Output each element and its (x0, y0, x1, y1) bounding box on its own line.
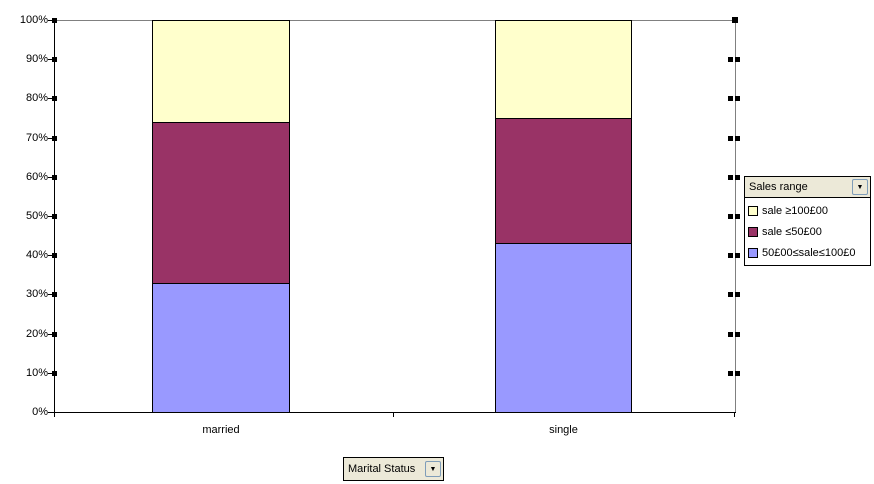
legend-swatch (748, 247, 758, 258)
plot-top-border (54, 20, 736, 21)
x-axis-line (54, 412, 736, 413)
y-axis-tick-label: 50% (25, 210, 48, 222)
y-axis-tick-label: 10% (25, 366, 48, 379)
plot-right-handle (728, 57, 733, 63)
plot-right-handle (728, 331, 733, 337)
bar-segment[interactable] (495, 20, 632, 119)
plot-right-handle (735, 292, 740, 298)
legend-items: sale ≥100£00 sale ≤50£00 50£00≤sale≤100£0 (744, 198, 871, 266)
legend-title: Sales range (749, 181, 808, 193)
y-axis-tick-label: 30% (25, 288, 48, 301)
plot-right-handle (735, 57, 740, 63)
category-field-label: Marital Status (348, 463, 416, 475)
axis-selection-handle (52, 18, 57, 23)
plot-right-handle (728, 174, 733, 180)
plot-right-handle (728, 214, 733, 219)
plot-right-handle (728, 135, 733, 141)
y-axis-tick (48, 216, 54, 217)
axis-selection-handle (52, 331, 57, 337)
bar-segment[interactable] (152, 282, 290, 413)
legend: Sales range ▼ sale ≥100£00 sale ≤50£00 50£… (744, 176, 871, 266)
category-tick (734, 412, 735, 417)
series-field-button[interactable]: Sales range ▼ (744, 176, 871, 198)
y-axis-tick-label: 60% (25, 170, 48, 183)
y-axis-tick-label: 70% (25, 131, 48, 144)
plot-right-handle (735, 253, 740, 259)
legend-item-label: sale ≥100£00 (762, 204, 828, 217)
category-tick (54, 412, 55, 417)
dropdown-arrow-icon: ▼ (856, 183, 864, 191)
axis-selection-handle (52, 253, 57, 259)
y-axis-tick (48, 412, 54, 413)
y-axis-tick (48, 294, 54, 296)
category-field-button[interactable]: Marital Status ▼ (343, 457, 444, 481)
bar-segment[interactable] (495, 118, 632, 245)
plot-right-handle (728, 253, 733, 259)
plot-right-handle (735, 214, 740, 219)
category-tick (393, 412, 394, 417)
bar-segment[interactable] (152, 20, 290, 123)
y-axis-tick-label: 100% (19, 14, 48, 26)
plot-right-handle (735, 135, 740, 141)
y-axis-tick-label: 90% (25, 53, 48, 66)
axis-selection-handle (52, 57, 57, 63)
legend-item-label: 50£00≤sale≤100£0 (762, 246, 856, 259)
axis-selection-handle (52, 292, 57, 298)
series-field-dropdown-button[interactable]: ▼ (852, 179, 868, 195)
axis-selection-handle (52, 174, 57, 180)
plot-right-handle (728, 96, 733, 102)
plot-right-handle (728, 370, 733, 376)
axis-selection-handle (52, 135, 57, 141)
category-field-dropdown-button[interactable]: ▼ (425, 461, 441, 477)
axis-selection-handle (52, 370, 57, 376)
y-axis-tick (48, 137, 54, 139)
y-axis-tick (48, 372, 54, 374)
bar-segment[interactable] (152, 121, 290, 284)
category-label: married (202, 424, 240, 436)
y-axis-tick (48, 333, 54, 335)
dropdown-arrow-icon: ▼ (429, 465, 437, 473)
plot-right-handle (735, 174, 740, 180)
legend-item: sale ≤50£00 (748, 221, 868, 242)
legend-item-label: sale ≤50£00 (762, 225, 822, 238)
plot-right-handle (728, 292, 733, 298)
y-axis-tick-label: 20% (25, 327, 48, 340)
plot-corner-handle (732, 17, 738, 23)
legend-swatch (748, 226, 758, 237)
plot-right-handle (735, 331, 740, 337)
legend-item: 50£00≤sale≤100£0 (748, 242, 868, 263)
y-axis-tick-label: 80% (25, 92, 48, 105)
y-axis-tick (48, 20, 54, 21)
plot-right-handle (735, 370, 740, 376)
legend-swatch (748, 205, 758, 216)
plot-right-handle (735, 96, 740, 102)
category-label: single (549, 424, 578, 436)
axis-selection-handle (52, 96, 57, 102)
y-axis-tick (48, 59, 54, 61)
y-axis-tick-label: 0% (32, 406, 48, 418)
y-axis-tick (48, 98, 54, 100)
legend-item: sale ≥100£00 (748, 200, 868, 221)
axis-selection-handle (52, 214, 57, 219)
bar-segment[interactable] (495, 243, 632, 413)
y-axis-tick-label: 40% (25, 249, 48, 262)
y-axis-tick (48, 176, 54, 178)
y-axis-tick (48, 255, 54, 257)
